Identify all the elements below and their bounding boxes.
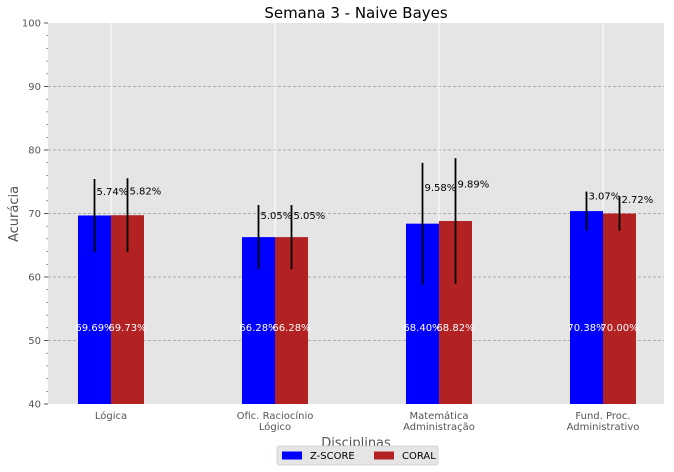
error-label: 5.74% bbox=[97, 187, 129, 198]
y-tick-label: 90 bbox=[28, 82, 41, 93]
legend-label: Z-SCORE bbox=[310, 451, 355, 462]
bar-value-label: 70.38% bbox=[567, 323, 605, 334]
legend-box bbox=[276, 445, 439, 466]
legend-swatch bbox=[282, 451, 302, 460]
error-label: 5.05% bbox=[294, 211, 326, 222]
error-label: 9.89% bbox=[458, 180, 490, 191]
x-tick-label: Lógico bbox=[259, 421, 291, 433]
x-tick-label: Fund. Proc. bbox=[575, 411, 630, 422]
legend-label: CORAL bbox=[402, 451, 436, 462]
legend-swatch bbox=[374, 451, 394, 460]
bar-value-label: 69.73% bbox=[108, 323, 146, 334]
x-tick-label: Lógica bbox=[95, 410, 127, 422]
bar-value-label: 68.82% bbox=[436, 323, 474, 334]
error-label: 2.72% bbox=[622, 195, 654, 206]
legend: Z-SCORE CORAL bbox=[276, 445, 439, 466]
error-label: 5.82% bbox=[130, 187, 162, 198]
y-tick-label: 70 bbox=[28, 209, 41, 220]
bar-value-label: 66.28% bbox=[239, 323, 277, 334]
bars-group: 69.69% 5.74% 66.28% 5.05% 68.40% 9.58% 70.38% 3… bbox=[75, 158, 653, 404]
bar-value-label: 68.40% bbox=[403, 323, 441, 334]
error-label: 5.05% bbox=[261, 211, 293, 222]
y-axis-label: Acurácia bbox=[7, 186, 22, 242]
x-tick-label: Administração bbox=[403, 422, 475, 433]
y-tick-label: 80 bbox=[28, 146, 41, 157]
error-label: 9.58% bbox=[425, 183, 457, 194]
chart-title: Semana 3 - Naive Bayes bbox=[264, 4, 448, 22]
y-tick-label: 100 bbox=[22, 19, 41, 30]
y-tick-label: 50 bbox=[28, 336, 41, 347]
bar-value-label: 70.00% bbox=[600, 323, 638, 334]
bar-value-label: 69.69% bbox=[75, 323, 113, 334]
ticks-group: 40 50 60 70 80 90 100 Lógica Ofic. RaciocínioLóg… bbox=[22, 19, 639, 434]
bar-coral bbox=[603, 213, 636, 404]
x-tick-label: Ofic. Raciocínio bbox=[237, 410, 314, 422]
bar-z-score bbox=[570, 211, 603, 404]
error-label: 3.07% bbox=[589, 191, 621, 202]
x-tick-label: Matemática bbox=[409, 410, 468, 422]
bar-value-label: 66.28% bbox=[272, 323, 310, 334]
x-tick-label: Administrativo bbox=[567, 422, 640, 433]
y-tick-label: 40 bbox=[28, 400, 41, 411]
y-tick-label: 60 bbox=[28, 273, 41, 284]
